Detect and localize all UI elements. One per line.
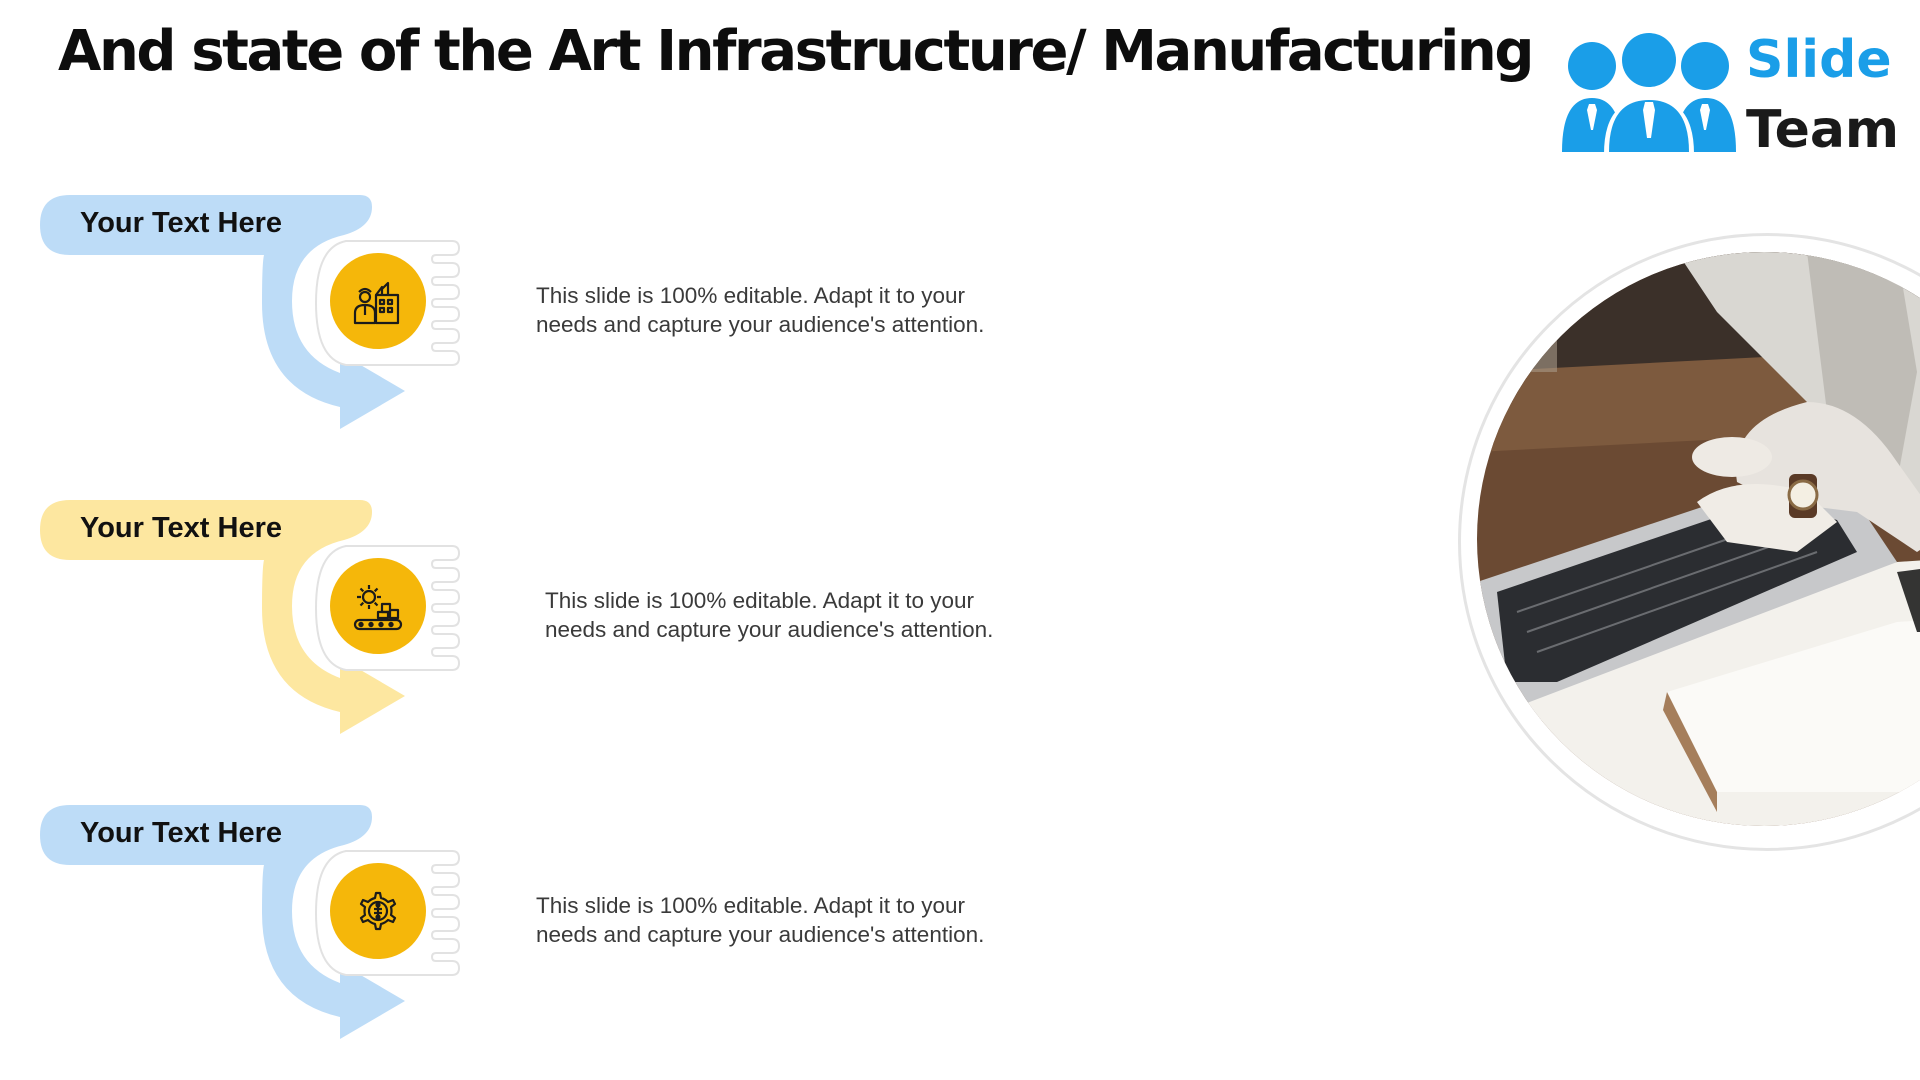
item-description: This slide is 100% editable. Adapt it to… <box>545 588 994 642</box>
list-item: Your Text Here This slide is 100% editab… <box>40 498 1040 738</box>
people-logo-icon <box>1562 33 1736 154</box>
gear-circuit-icon <box>359 891 397 931</box>
slideteam-logo: Slide Team <box>1560 26 1900 160</box>
factory-worker-icon <box>353 281 400 325</box>
item-description: This slide is 100% editable. Adapt it to… <box>536 893 985 947</box>
item-description: This slide is 100% editable. Adapt it to… <box>536 283 985 337</box>
list-item: Your Text Here This slide is 100% editab… <box>40 803 1040 1043</box>
logo-word-team: Team <box>1746 100 1900 160</box>
logo-word-slide: Slide <box>1746 30 1892 90</box>
icon-badge <box>330 253 426 349</box>
slide-title: And state of the Art Infrastructure/ Man… <box>58 19 1534 84</box>
item-label: Your Text Here <box>80 817 282 849</box>
list-item: Your Text Here This slide is 100% editab… <box>40 193 1040 433</box>
icon-badge <box>330 863 426 959</box>
gear-conveyor-icon <box>353 585 403 631</box>
item-label: Your Text Here <box>80 512 282 544</box>
item-label: Your Text Here <box>80 207 282 239</box>
icon-badge <box>330 558 426 654</box>
